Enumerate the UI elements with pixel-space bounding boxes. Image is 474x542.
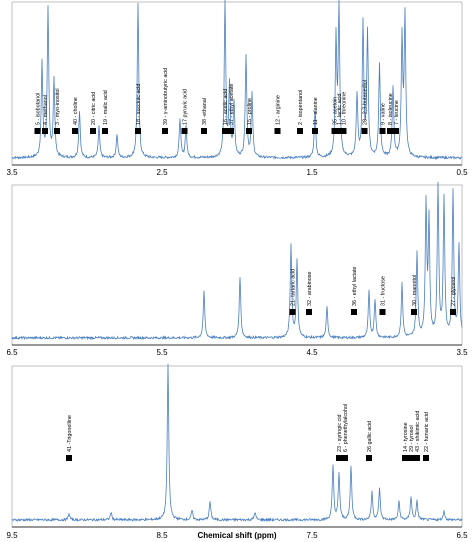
peak-marker xyxy=(340,128,347,134)
peak-marker xyxy=(423,455,429,461)
peak-marker xyxy=(379,128,386,134)
peak-marker xyxy=(222,128,228,134)
peak-label: 20 - citric acid xyxy=(91,92,97,125)
peak-marker xyxy=(274,128,281,134)
peak-marker xyxy=(181,128,188,134)
peak-marker xyxy=(246,128,252,134)
peak-label: 11 - alanine xyxy=(313,97,319,125)
peak-marker xyxy=(66,455,72,461)
peak-label: 2 - isopentanol xyxy=(298,90,304,125)
peak-marker xyxy=(414,455,420,461)
peak-marker xyxy=(342,455,348,461)
panel-frame xyxy=(11,365,463,528)
peak-marker xyxy=(402,455,408,461)
peak-label: 16 - acetic acid xyxy=(223,89,229,125)
peak-marker xyxy=(379,309,386,315)
peak-label: 18 - succinic acid xyxy=(136,84,142,125)
peak-label: 23 - syringic cid xyxy=(337,415,343,452)
tick-label: 6.5 xyxy=(6,348,18,357)
peak-marker xyxy=(102,128,108,134)
peak-marker xyxy=(289,309,296,315)
peak-label: 1 - lactic acid xyxy=(337,94,343,125)
peak-marker xyxy=(336,128,342,134)
peak-label: 21- tartaric acid xyxy=(291,269,297,306)
peak-marker xyxy=(312,128,318,134)
peak-label: 41 -Trigonelline xyxy=(67,415,73,452)
peak-label: 17 pyruvic acid xyxy=(183,89,189,125)
peak-marker xyxy=(72,128,78,134)
peak-marker xyxy=(361,128,368,134)
peak-label: 27 - glycerol xyxy=(451,277,457,306)
peak-label: 30 - mannitol xyxy=(412,275,418,306)
peak-label: 32 - arabinose xyxy=(307,272,313,306)
peak-label: 26 gallic acid xyxy=(367,421,373,452)
peak-label: 7 - leucine xyxy=(394,100,400,125)
tick-label: 7.5 xyxy=(306,531,318,540)
peak-marker xyxy=(42,128,48,134)
peak-marker xyxy=(34,128,41,134)
peak-label: 19 - malic acid xyxy=(103,90,109,125)
peak-marker xyxy=(306,309,312,315)
peak-label: 4 - methanol xyxy=(43,95,49,125)
peak-marker xyxy=(135,128,141,134)
peak-label: 29 - tyrosol xyxy=(409,425,415,452)
spectrum-panel-2: 6.5 5.5 4.5 3.5 21- tartaric acid 32 - arabin… xyxy=(6,181,468,357)
tick-label: 8.5 xyxy=(156,531,168,540)
peak-marker xyxy=(450,309,456,315)
peak-label: 3 - myo-inositol xyxy=(55,88,61,125)
peak-label: 6 - phenethylalcohol xyxy=(343,404,349,452)
tick-label: 0.5 xyxy=(456,168,468,177)
peak-marker xyxy=(297,128,303,134)
peak-marker xyxy=(366,455,372,461)
peak-label: 31 - fructose xyxy=(381,276,387,306)
panel-frame xyxy=(11,184,463,346)
peak-label: 37 - ethyl acetate xyxy=(229,84,235,125)
spectrum-line xyxy=(11,181,463,341)
spectrum-line xyxy=(11,363,463,523)
peak-label: 9 - valine xyxy=(381,103,387,125)
tick-label: 3.5 xyxy=(456,348,468,357)
peak-label: 39 - γ-aminobutyric acid xyxy=(163,68,169,125)
spectrum-panel-1: 3.5 2.5 1.5 0.5 5 - isobutanol 4 - methanol 3 … xyxy=(6,0,468,177)
tick-label: 6.5 xyxy=(456,531,468,540)
peak-label: 12 - arginine xyxy=(276,95,282,125)
spectrum-line xyxy=(11,0,463,161)
peak-label: 8 - isoleucine xyxy=(388,93,394,125)
peak-label: 28 - 2,3-butanediol xyxy=(363,80,369,125)
tick-label: 9.5 xyxy=(6,531,18,540)
spectrum-panel-3: 9.5 8.5 7.5 6.5 Chemical shift (ppm) 41 -Trig… xyxy=(6,363,468,540)
tick-label: 5.5 xyxy=(156,348,168,357)
peak-marker xyxy=(90,128,96,134)
peak-label: 40 - choline xyxy=(73,97,79,125)
peak-label: 5 - isobutanol xyxy=(36,93,42,125)
peak-marker xyxy=(351,309,357,315)
peak-label: 15 - proline xyxy=(247,98,253,125)
tick-label: 3.5 xyxy=(6,168,18,177)
peak-label: 35 - acetoin xyxy=(333,97,339,125)
peak-marker xyxy=(201,128,207,134)
peak-label: 22 - fumaric acid xyxy=(424,412,430,452)
peak-marker xyxy=(411,309,417,315)
peak-label: 10 - threonine xyxy=(342,92,348,125)
peak-marker xyxy=(162,128,168,134)
x-axis-label: Chemical shift (ppm) xyxy=(197,531,276,540)
peak-marker xyxy=(408,455,414,461)
peak-marker xyxy=(54,128,60,134)
tick-label: 4.5 xyxy=(306,348,318,357)
peak-marker xyxy=(228,128,234,134)
peak-label: 43 - shikimic acid xyxy=(415,411,421,452)
peak-marker xyxy=(336,455,342,461)
peak-label: 14 - tyrosine xyxy=(403,422,409,452)
peak-marker xyxy=(387,128,393,134)
peak-label: 36 - ethyl lactate xyxy=(352,266,358,306)
tick-label: 2.5 xyxy=(156,168,168,177)
peak-label: 38 -ethanal xyxy=(202,98,208,125)
peak-marker xyxy=(331,128,338,134)
tick-label: 1.5 xyxy=(306,168,318,177)
peak-marker xyxy=(393,128,399,134)
